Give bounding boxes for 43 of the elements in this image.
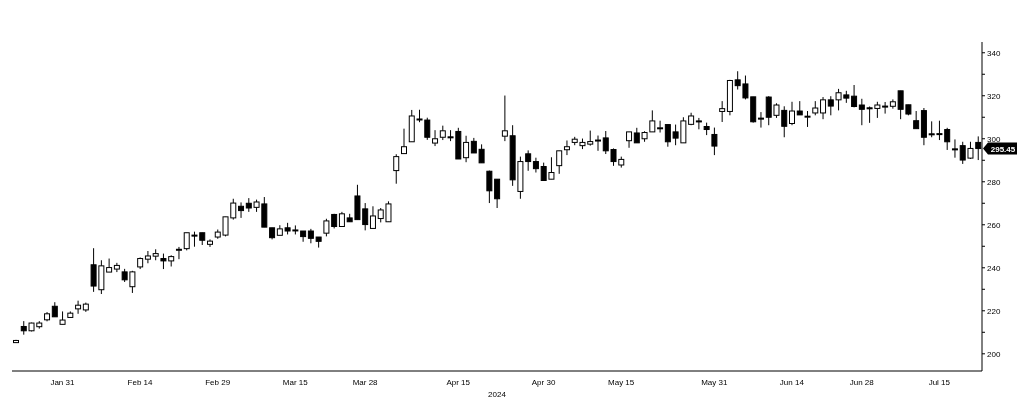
text: 295.45 (990, 144, 1016, 154)
x-tick-label: Jul 15 (928, 377, 951, 387)
x-tick-label: Feb 29 (205, 377, 231, 387)
x-tick-label: Jan 31 (50, 377, 75, 387)
y-tick-label: 240 (987, 263, 1001, 273)
candlestick (144, 250, 151, 264)
x-tick-label: Jun 14 (779, 377, 805, 387)
x-tick-label: Feb 14 (127, 377, 154, 387)
x-tick-label: May 31 (701, 377, 728, 387)
candlestick (695, 117, 702, 130)
candlestick (369, 205, 376, 229)
y-tick-label: 200 (987, 349, 1001, 359)
candlestick (595, 135, 601, 152)
y-tick-label: 300 (987, 134, 1001, 144)
candlestick (563, 139, 570, 156)
x-tick-label: Apr 30 (531, 377, 556, 387)
candlestick (657, 120, 664, 134)
x-tick-label: Mar 15 (282, 377, 309, 387)
candlestick (820, 96, 827, 120)
y-tick-label: 280 (987, 177, 1001, 187)
x-tick-label: Mar 28 (352, 377, 379, 387)
candlestick (532, 157, 539, 174)
candlestick (432, 129, 439, 147)
candlestick (951, 138, 958, 159)
candlestick (393, 153, 400, 185)
candlestick (401, 128, 407, 155)
x-tick-label: Apr 15 (446, 377, 471, 387)
x-axis-title: 2024 (488, 390, 507, 399)
candlestick (175, 246, 182, 260)
candlestick (757, 111, 764, 129)
x-tick-label: May 15 (608, 377, 635, 387)
candlestick (238, 201, 245, 219)
candlestick (789, 101, 795, 126)
y-tick-label: 220 (987, 306, 1001, 316)
y-tick-label: 320 (987, 91, 1001, 101)
candlestick (556, 150, 563, 175)
candlestick (75, 300, 82, 315)
y-tick-label: 260 (987, 220, 1001, 230)
candlestick (711, 127, 718, 156)
x-tick-label: Jun 28 (849, 377, 875, 387)
candlestick (719, 100, 726, 123)
y-tick-label: 340 (987, 48, 1001, 58)
candlestick (463, 135, 470, 163)
